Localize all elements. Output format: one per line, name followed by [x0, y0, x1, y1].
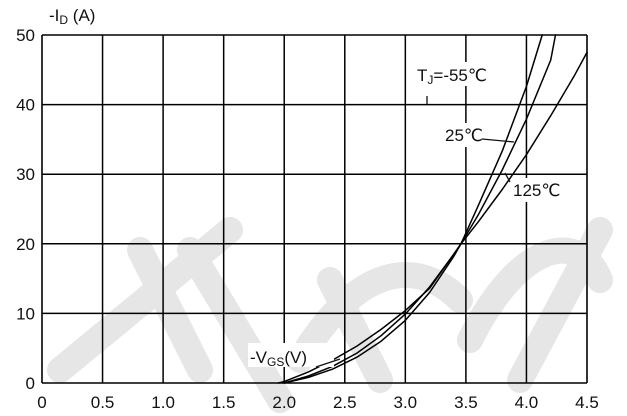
x-axis-label-background	[248, 343, 334, 367]
x-tick-label: 4.0	[515, 393, 539, 412]
x-axis-label-group: -VGS(V)	[248, 343, 341, 369]
series-label-background-2	[511, 178, 567, 202]
x-axis: 0 0.5 1.0 1.5 2.0 2.5 3.0 3.5 4.0 4.5	[37, 393, 599, 412]
x-tick-label: 2.0	[272, 393, 296, 412]
y-tick-label: 40	[16, 96, 35, 115]
x-tick-label: 3.5	[454, 393, 478, 412]
series-label-group-2: 125℃	[504, 172, 567, 202]
x-axis-label: -VGS(V)	[250, 348, 307, 369]
series-line-0	[283, 34, 543, 384]
x-tick-label: 4.5	[575, 393, 599, 412]
y-axis: 0 10 20 30 40 50	[16, 26, 35, 393]
x-tick-label: 3.0	[394, 393, 418, 412]
x-tick-label: 1.0	[151, 393, 175, 412]
y-tick-label: 10	[16, 304, 35, 323]
series-label-0: TJ=-55℃	[417, 66, 487, 87]
x-tick-label: 1.5	[212, 393, 236, 412]
series-label-1: 25℃	[445, 126, 483, 145]
chart-grid	[41, 34, 588, 384]
x-tick-label: 2.5	[333, 393, 357, 412]
y-tick-label: 50	[16, 26, 35, 45]
series-label-2: 125℃	[513, 181, 560, 200]
series-label-background-1	[443, 123, 493, 147]
y-tick-label: 30	[16, 165, 35, 184]
series-leader-2	[504, 172, 511, 183]
series-label-group-0: TJ=-55℃	[414, 62, 524, 104]
y-axis-label: -ID (A)	[49, 6, 95, 27]
series-leader-1	[481, 138, 515, 143]
x-tick-label: 0	[37, 393, 46, 412]
y-tick-label: 0	[26, 374, 35, 393]
series-label-group-1: 25℃	[443, 123, 515, 147]
x-axis-label-leader	[315, 358, 341, 368]
series-label-background-0	[414, 62, 524, 86]
y-tick-label: 20	[16, 235, 35, 254]
x-tick-label: 0.5	[91, 393, 115, 412]
